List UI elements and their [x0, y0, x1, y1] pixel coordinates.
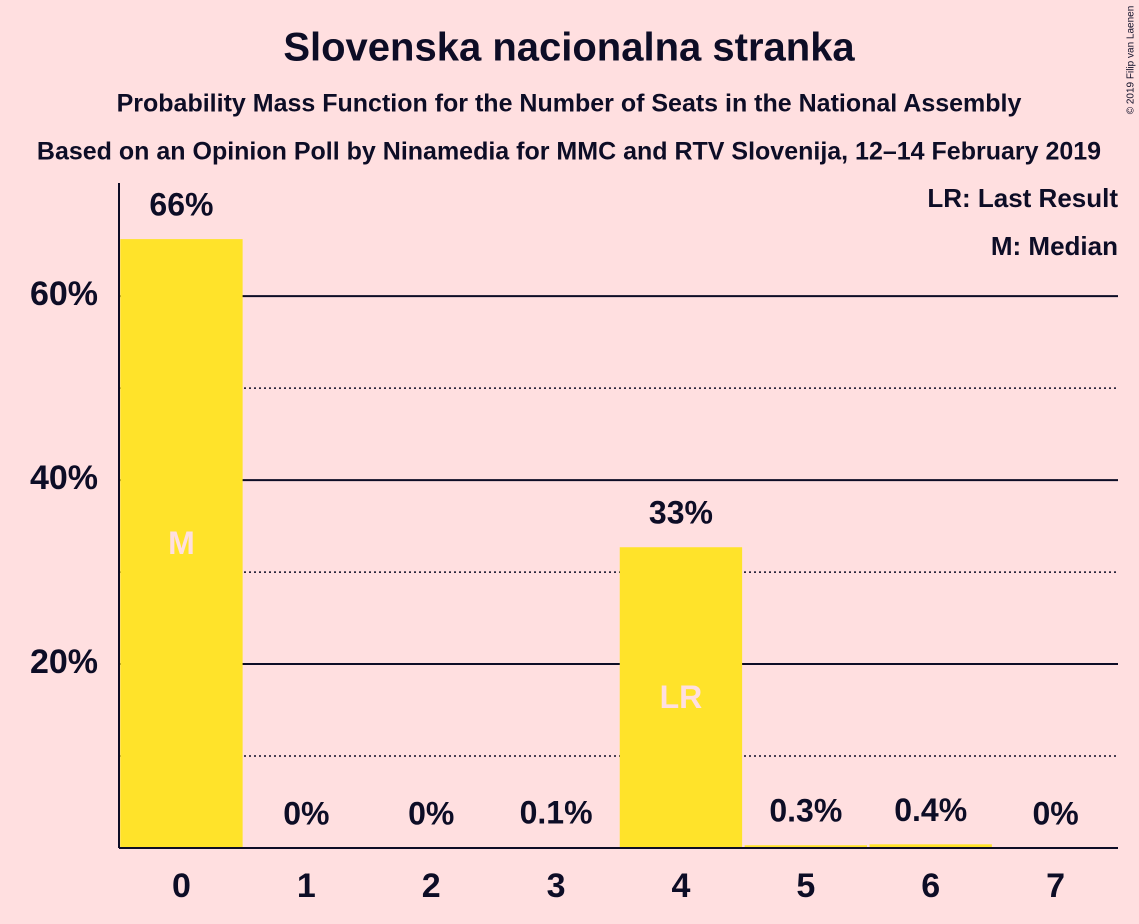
- value-label: 0.3%: [769, 793, 842, 829]
- y-tick-label: 20%: [30, 643, 98, 681]
- x-tick-label: 7: [1046, 867, 1065, 905]
- x-tick-label: 6: [921, 867, 940, 905]
- x-tick-label: 0: [172, 867, 191, 905]
- value-label: 0%: [408, 795, 454, 831]
- chart-subtitle: Based on an Opinion Poll by Ninamedia fo…: [37, 138, 1101, 166]
- legend-entry: LR: Last Result: [927, 183, 1118, 213]
- bar: [120, 239, 243, 848]
- x-tick-label: 1: [297, 867, 316, 905]
- x-tick-label: 2: [422, 867, 441, 905]
- legend-entry: M: Median: [991, 231, 1118, 261]
- y-tick-label: 40%: [30, 459, 98, 497]
- value-label: 0.4%: [894, 792, 967, 828]
- value-label: 0.1%: [520, 795, 593, 831]
- value-label: 33%: [649, 495, 713, 531]
- value-label: 0%: [283, 795, 329, 831]
- bar: [619, 547, 743, 848]
- chart-subtitle: Probability Mass Function for the Number…: [117, 90, 1022, 118]
- bar: [869, 844, 992, 848]
- bar: [744, 845, 868, 848]
- bar-marker: LR: [660, 679, 703, 715]
- y-tick-label: 60%: [30, 275, 98, 313]
- chart-title: Slovenska nacionalna stranka: [283, 26, 855, 70]
- x-tick-label: 4: [671, 867, 690, 905]
- value-label: 0%: [1032, 795, 1078, 831]
- x-tick-label: 3: [547, 867, 566, 905]
- bar-marker: M: [168, 525, 195, 561]
- copyright: © 2019 Filip van Laenen: [1126, 6, 1137, 115]
- value-label: 66%: [149, 187, 213, 223]
- x-tick-label: 5: [796, 867, 815, 905]
